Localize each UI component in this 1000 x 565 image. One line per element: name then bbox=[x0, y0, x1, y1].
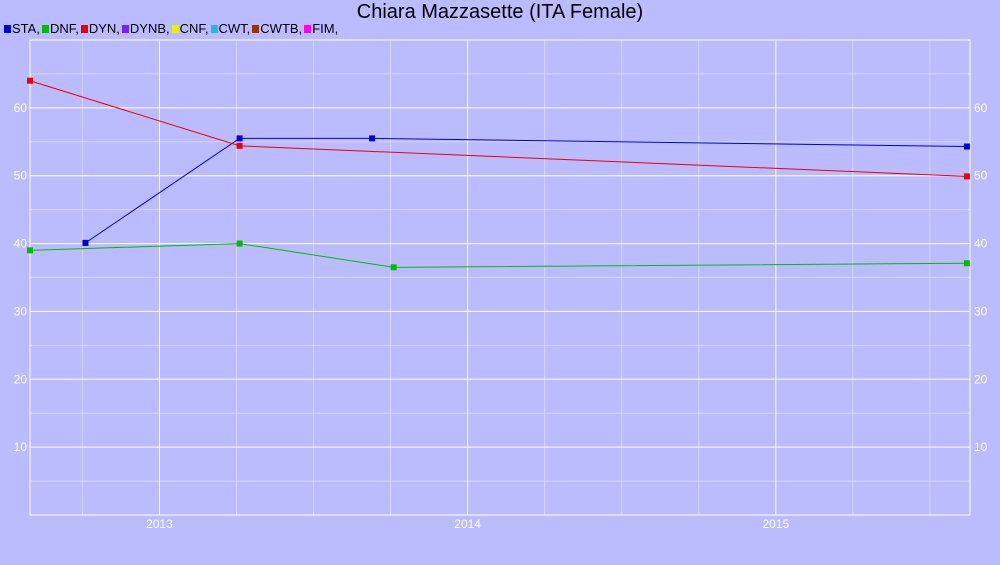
series-line-sta bbox=[85, 137, 967, 244]
legend-item: DNF, bbox=[41, 21, 79, 36]
y-tick-label-left: 40 bbox=[14, 237, 28, 251]
data-point-dyn bbox=[963, 173, 970, 180]
legend-label: CWTB, bbox=[260, 21, 303, 36]
legend-label: CWT, bbox=[218, 21, 251, 36]
data-point-sta bbox=[963, 143, 970, 150]
data-point-dnf bbox=[963, 260, 970, 267]
legend-item: STA, bbox=[4, 21, 40, 36]
legend-swatch bbox=[4, 25, 11, 33]
y-tick-label-right: 20 bbox=[974, 372, 988, 386]
series-line-dnf bbox=[29, 243, 967, 268]
y-tick-label-left: 60 bbox=[14, 101, 28, 115]
y-tick-label-left: 50 bbox=[14, 169, 28, 183]
legend-item: DYN, bbox=[80, 21, 120, 36]
legend-swatch bbox=[41, 25, 49, 33]
x-tick-label: 2014 bbox=[454, 517, 481, 531]
legend-swatch bbox=[171, 25, 179, 33]
plot-frame bbox=[29, 39, 971, 516]
chart-title: Chiara Mazzasette (ITA Female) bbox=[356, 1, 644, 23]
legend-label: DYNB, bbox=[129, 21, 170, 36]
legend: STA, DNF, DYN, DYNB, CNF, CWT, CWTB, FIM, bbox=[4, 21, 340, 37]
data-point-sta bbox=[82, 239, 89, 246]
y-tick-label-left: 10 bbox=[14, 440, 28, 454]
legend-label: DYN, bbox=[88, 21, 120, 36]
legend-swatch bbox=[252, 25, 260, 33]
legend-item: CWT, bbox=[210, 21, 251, 36]
data-point-dnf bbox=[236, 240, 243, 247]
y-tick-label-right: 10 bbox=[974, 440, 988, 454]
y-tick-label-left: 30 bbox=[14, 304, 28, 318]
y-tick-label-left: 20 bbox=[14, 372, 28, 386]
legend-item: DYNB, bbox=[121, 21, 170, 36]
legend-item: CWTB, bbox=[252, 21, 302, 36]
legend-item: CNF, bbox=[171, 21, 209, 36]
data-point-dyn bbox=[27, 77, 33, 84]
y-tick-label-right: 50 bbox=[974, 169, 988, 183]
legend-label: FIM, bbox=[312, 21, 339, 36]
y-tick-label-right: 60 bbox=[974, 101, 988, 115]
series-line-dyn bbox=[29, 80, 967, 177]
data-point-sta bbox=[236, 135, 243, 142]
legend-swatch bbox=[304, 25, 312, 33]
y-tick-label-right: 40 bbox=[974, 237, 988, 251]
legend-swatch bbox=[121, 25, 129, 33]
data-point-dnf bbox=[27, 247, 33, 254]
legend-label: CNF, bbox=[179, 21, 209, 36]
data-point-dyn bbox=[236, 142, 243, 149]
x-tick-label: 2013 bbox=[146, 517, 173, 531]
legend-item: FIM, bbox=[304, 21, 338, 36]
legend-label: STA, bbox=[12, 21, 40, 36]
data-point-dnf bbox=[390, 264, 397, 271]
legend-swatch bbox=[210, 25, 218, 33]
legend-swatch bbox=[80, 25, 88, 33]
legend-label: DNF, bbox=[49, 21, 79, 36]
data-point-sta bbox=[369, 135, 376, 142]
y-tick-label-right: 30 bbox=[974, 304, 988, 318]
x-tick-label: 2015 bbox=[762, 517, 789, 531]
